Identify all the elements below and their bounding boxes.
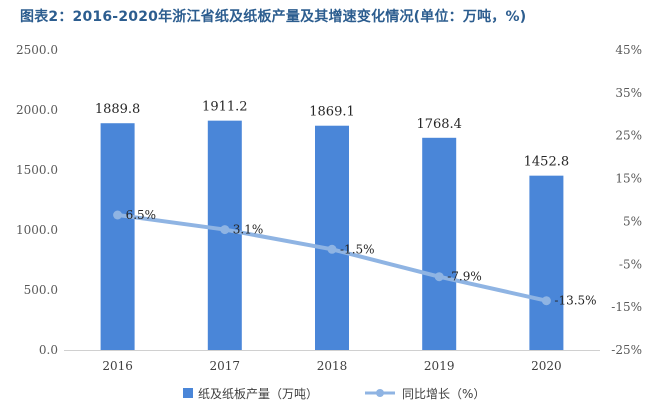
bar: [422, 137, 457, 350]
growth-value-label: 6.5%: [126, 208, 157, 222]
bar: [529, 175, 564, 350]
x-tick-label: 2019: [424, 359, 455, 373]
bar: [207, 120, 242, 350]
legend-line-label: 同比增长（%）: [402, 387, 485, 401]
x-tick-label: 2016: [102, 359, 133, 373]
chart-title: 图表2：2016-2020年浙江省纸及纸板产量及其增速变化情况(单位：万吨，%): [20, 9, 527, 25]
legend-line-marker: [376, 389, 384, 397]
growth-point: [220, 225, 230, 235]
y-left-tick-label: 0.0: [39, 343, 58, 357]
y-left-tick-label: 2500.0: [16, 43, 58, 57]
legend-bar-label: 纸及纸板产量（万吨）: [198, 387, 318, 401]
bar-value-label: 1452.8: [524, 155, 570, 170]
y-left-tick-label: 500.0: [24, 283, 58, 297]
growth-value-label: 3.1%: [233, 223, 263, 237]
growth-value-label: -7.9%: [447, 270, 482, 284]
bar-value-label: 1869.1: [309, 105, 355, 120]
x-tick-label: 2020: [531, 359, 562, 373]
y-right-tick-label: 35%: [615, 86, 642, 100]
growth-value-label: -13.5%: [554, 294, 596, 308]
bar-value-label: 1768.4: [416, 117, 462, 132]
growth-point: [113, 210, 123, 220]
y-left-tick-label: 1000.0: [16, 223, 58, 237]
y-left-tick-label: 1500.0: [16, 163, 58, 177]
bar-value-label: 1889.8: [95, 102, 141, 117]
x-tick-label: 2017: [210, 359, 241, 373]
bar: [315, 125, 349, 350]
y-right-tick-label: -15%: [611, 300, 642, 314]
y-right-tick-label: -25%: [611, 343, 642, 357]
bar-value-label: 1911.2: [202, 100, 248, 115]
y-right-tick-label: 45%: [615, 43, 642, 57]
growth-point: [541, 296, 551, 306]
y-right-tick-label: -5%: [619, 257, 642, 271]
y-right-tick-label: 15%: [615, 172, 642, 186]
legend-bar-swatch: [183, 388, 193, 398]
growth-value-label: -1.5%: [340, 242, 375, 256]
y-left-tick-label: 2000.0: [16, 103, 58, 117]
y-right-tick-label: 5%: [623, 214, 642, 228]
bar: [100, 123, 135, 350]
growth-point: [434, 272, 444, 282]
growth-point: [327, 244, 337, 254]
x-tick-label: 2018: [317, 359, 348, 373]
y-right-tick-label: 25%: [615, 129, 642, 143]
